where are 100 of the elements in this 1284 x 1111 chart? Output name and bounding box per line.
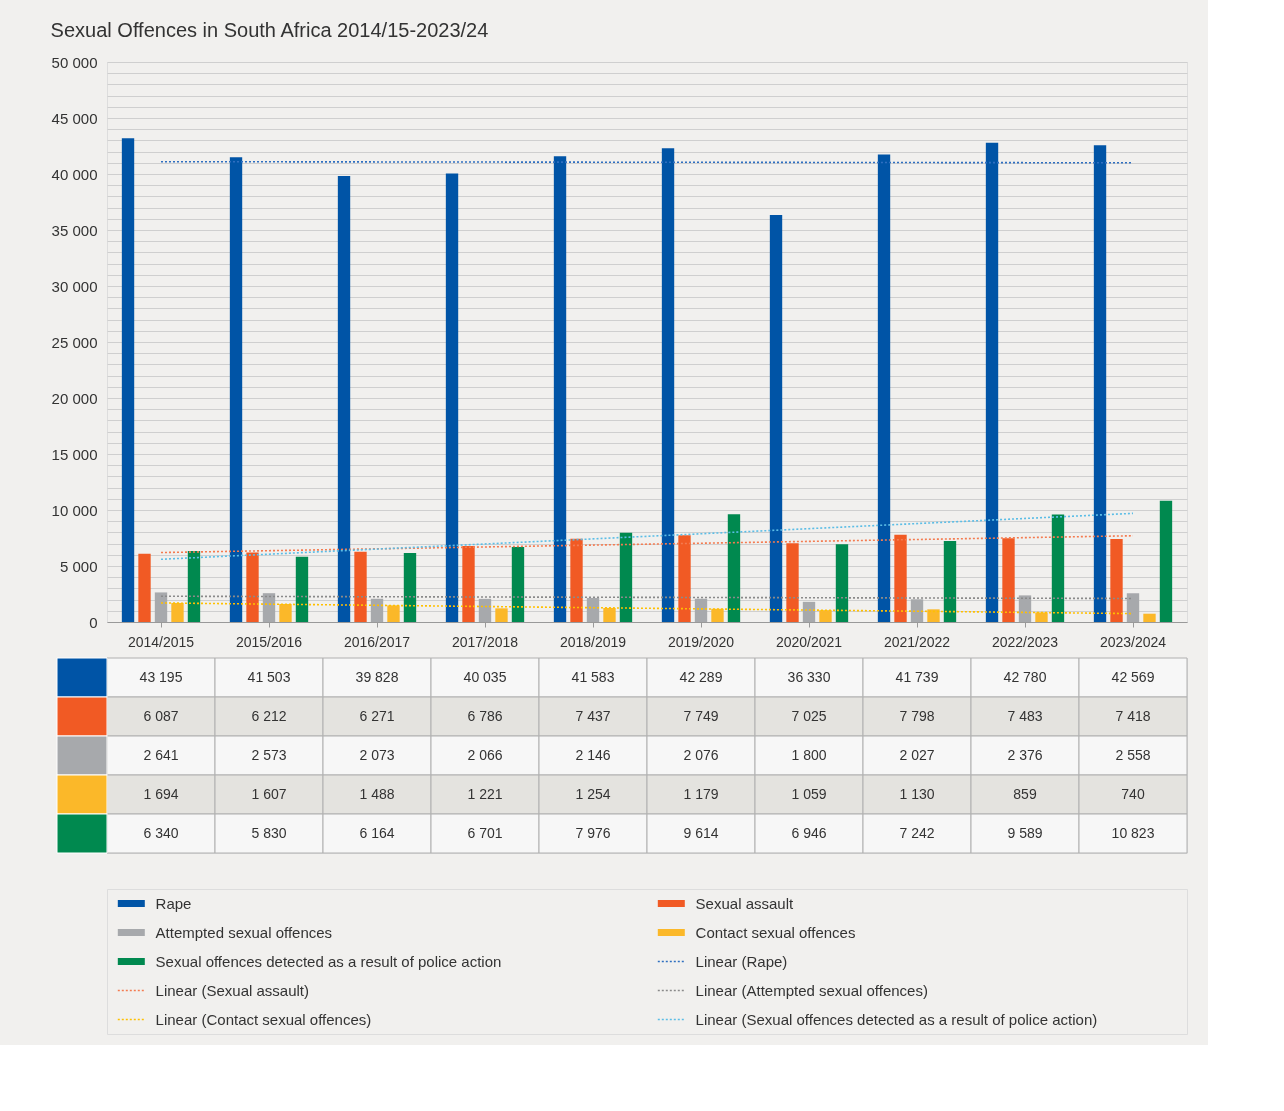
data-label: 42 780 <box>1003 668 1047 685</box>
bar <box>678 535 691 622</box>
legend-label: Sexual offences detected as a result of police action <box>155 952 502 970</box>
data-label: 6 164 <box>359 824 395 841</box>
data-label: 1 694 <box>143 785 179 802</box>
data-label: 41 739 <box>895 668 939 685</box>
bar <box>943 540 957 622</box>
bar <box>586 597 600 622</box>
data-label: 1 607 <box>251 785 287 802</box>
data-label: 5 830 <box>251 824 287 841</box>
data-label: 7 437 <box>575 707 611 724</box>
bar <box>337 175 351 622</box>
data-label: 6 271 <box>359 707 395 724</box>
legend-label: Linear (Sexual assault) <box>155 981 310 999</box>
data-label: 7 025 <box>791 707 827 724</box>
y-tick-label: 15 000 <box>51 445 98 463</box>
data-label: 1 800 <box>791 746 827 763</box>
bar <box>121 138 135 622</box>
data-label: 1 179 <box>683 785 719 802</box>
data-label: 7 418 <box>1115 707 1151 724</box>
legend-label: Linear (Attempted sexual offences) <box>695 981 928 999</box>
chart-title: Sexual Offences in South Africa 2014/15-2023/24 <box>50 18 489 41</box>
data-label: 2 376 <box>1007 746 1043 763</box>
bar <box>354 551 367 622</box>
data-label: 6 212 <box>251 707 287 724</box>
bar <box>1093 145 1107 622</box>
data-label: 740 <box>1121 785 1145 802</box>
bar <box>894 534 907 622</box>
data-label: 6 946 <box>791 824 827 841</box>
bar <box>769 215 783 622</box>
legend-label: Attempted sexual offences <box>155 923 333 941</box>
bar <box>154 592 168 622</box>
x-tick-label: 2019/2020 <box>667 633 735 650</box>
data-label: 36 330 <box>787 668 831 685</box>
data-label: 2 066 <box>467 746 503 763</box>
x-tick-label: 2020/2021 <box>775 633 843 650</box>
data-label: 1 221 <box>467 785 503 802</box>
data-label: 1 130 <box>899 785 935 802</box>
bar <box>403 552 417 622</box>
data-label: 2 573 <box>251 746 287 763</box>
x-tick-label: 2018/2019 <box>559 633 627 650</box>
bar <box>711 608 724 622</box>
data-label: 40 035 <box>463 668 507 685</box>
bar <box>553 156 567 622</box>
x-tick-label: 2015/2016 <box>235 633 303 650</box>
data-label: 42 289 <box>679 668 723 685</box>
bar <box>295 556 309 622</box>
bar <box>819 610 832 622</box>
data-label: 2 076 <box>683 746 719 763</box>
legend-label: Sexual assault <box>695 894 794 912</box>
bar <box>187 550 201 622</box>
legend-label: Linear (Contact sexual offences) <box>155 1010 372 1028</box>
data-label: 41 583 <box>571 668 615 685</box>
legend-label: Linear (Sexual offences detected as a result of police action) <box>695 1010 1098 1028</box>
bar <box>786 543 799 622</box>
data-label: 42 569 <box>1111 668 1155 685</box>
y-tick-label: 25 000 <box>51 333 98 351</box>
bar <box>1159 500 1173 622</box>
data-label: 7 976 <box>575 824 611 841</box>
bar <box>603 607 616 622</box>
bar <box>1035 612 1048 622</box>
bar <box>661 148 675 622</box>
bar <box>985 142 999 622</box>
legend-label: Contact sexual offences <box>695 923 856 941</box>
bar <box>445 173 459 622</box>
bar <box>877 154 891 622</box>
data-label: 1 488 <box>359 785 395 802</box>
x-tick-label: 2021/2022 <box>883 633 951 650</box>
bar <box>727 514 741 622</box>
y-tick-label: 40 000 <box>51 165 98 183</box>
data-label: 859 <box>1013 785 1037 802</box>
bar <box>387 605 400 622</box>
x-tick-label: 2023/2024 <box>1099 633 1167 650</box>
data-label: 43 195 <box>139 668 183 685</box>
data-label: 2 073 <box>359 746 395 763</box>
data-label: 1 059 <box>791 785 827 802</box>
bar <box>1002 538 1015 622</box>
bar <box>1143 613 1156 622</box>
bar <box>802 601 816 622</box>
y-tick-label: 10 000 <box>51 501 98 519</box>
y-tick-label: 5 000 <box>59 557 98 575</box>
bar <box>511 546 525 622</box>
data-label: 1 254 <box>575 785 611 802</box>
bar <box>619 532 633 622</box>
bar <box>229 157 243 622</box>
bar <box>246 552 259 622</box>
bar <box>694 598 708 622</box>
data-label: 2 146 <box>575 746 611 763</box>
y-tick-label: 50 000 <box>51 53 98 71</box>
data-label: 7 483 <box>1007 707 1043 724</box>
bar <box>171 603 184 622</box>
bar <box>279 604 292 622</box>
data-label: 41 503 <box>247 668 291 685</box>
data-label: 6 786 <box>467 707 503 724</box>
data-label: 2 558 <box>1115 746 1151 763</box>
x-tick-label: 2017/2018 <box>451 633 519 650</box>
data-label: 10 823 <box>1111 824 1155 841</box>
bar <box>262 593 276 622</box>
data-label: 6 087 <box>143 707 179 724</box>
bar <box>1126 593 1140 622</box>
